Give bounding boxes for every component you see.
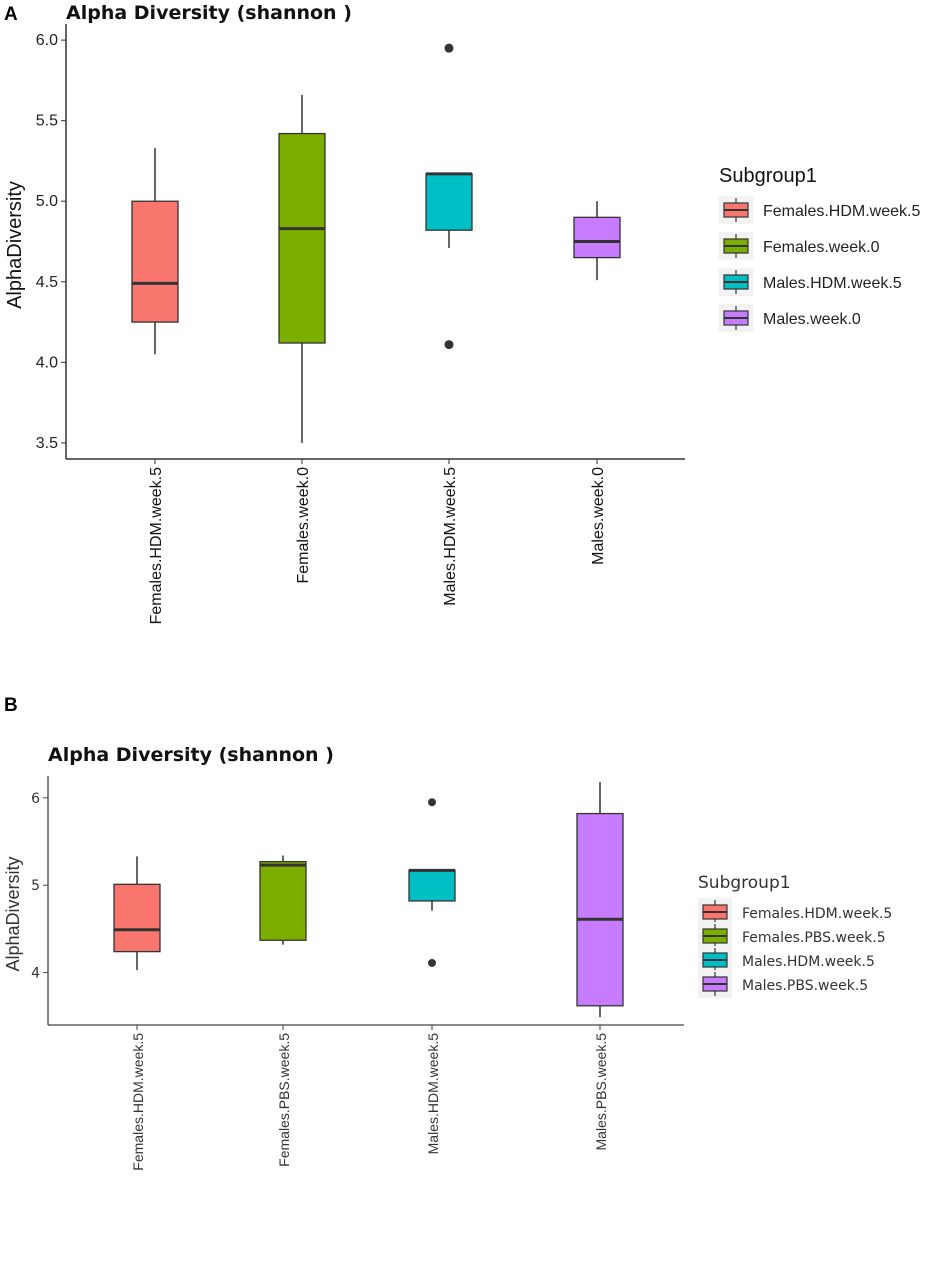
b-legend-item: Males.HDM.week.5 — [698, 946, 875, 974]
a-box-males-week-0 — [573, 201, 621, 281]
panel-b-boxes — [113, 782, 624, 1018]
panel-letter-b: B — [4, 695, 18, 716]
b-legend-label: Males.PBS.week.5 — [742, 978, 868, 994]
b-outlier-point — [428, 958, 436, 967]
b-box-males-pbs-week-5 — [576, 782, 624, 1018]
b-x-tick-label: Males.HDM.week.5 — [425, 1033, 441, 1155]
a-y-tick-label: 5.5 — [36, 113, 58, 130]
a-y-tick-label: 5.0 — [36, 193, 58, 210]
panel-a-y-ticks: 3.5 4.0 4.5 5.0 5.5 6.0 — [36, 32, 66, 452]
a-box-iqr — [425, 173, 473, 231]
a-box-males-hdm-week-5 — [425, 43, 473, 350]
a-legend-label: Females.HDM.week.5 — [763, 203, 920, 220]
panel-a-title: Alpha Diversity (shannon ) — [66, 2, 352, 24]
panel-letter-a: A — [4, 4, 18, 25]
b-legend-label: Females.HDM.week.5 — [742, 906, 892, 922]
a-legend-label: Males.HDM.week.5 — [763, 275, 902, 292]
b-box-iqr — [113, 883, 161, 953]
b-x-tick-label: Males.PBS.week.5 — [593, 1033, 609, 1151]
b-box-iqr — [576, 812, 624, 1007]
b-box-iqr — [259, 860, 307, 941]
a-outlier-point — [444, 340, 454, 350]
a-x-tick-label: Females.week.0 — [295, 467, 312, 584]
panel-a-y-axis-label: AlphaDiversity — [4, 181, 26, 309]
b-box-females-hdm-week-5 — [113, 856, 161, 970]
a-box-iqr — [131, 200, 179, 323]
panel-b-x-ticks: Females.HDM.week.5 Females.PBS.week.5 Male… — [130, 1025, 609, 1171]
panel-a-legend-title: Subgroup1 — [719, 165, 817, 187]
a-legend-item: Males.HDM.week.5 — [719, 268, 902, 296]
b-outlier-point — [428, 798, 436, 807]
panel-b-y-axis-label: AlphaDiversity — [3, 856, 23, 971]
a-legend-label: Males.week.0 — [763, 311, 861, 328]
a-x-tick-label: Males.HDM.week.5 — [442, 467, 459, 606]
a-legend-item: Females.week.0 — [719, 232, 880, 260]
panel-a-boxes — [131, 43, 621, 443]
panel-b-legend: Subgroup1 Females.HDM.week.5 Females.PBS.… — [698, 873, 892, 998]
a-legend-label: Females.week.0 — [763, 239, 880, 256]
b-legend-label: Males.HDM.week.5 — [742, 954, 875, 970]
panel-b-legend-title: Subgroup1 — [698, 873, 791, 893]
panel-a-axes — [65, 24, 685, 460]
a-box-iqr — [573, 216, 621, 259]
panel-a-x-ticks: Females.HDM.week.5 Females.week.0 Males.HD… — [148, 459, 607, 624]
a-x-tick-label: Females.HDM.week.5 — [148, 467, 165, 624]
a-y-tick-label: 4.0 — [36, 354, 58, 371]
panel-b-y-ticks: 4 5 6 — [31, 791, 48, 982]
panel-b-axes — [47, 776, 684, 1026]
a-y-tick-label: 4.5 — [36, 274, 58, 291]
panel-a-chart: Alpha Diversity (shannon ) AlphaDiversit… — [4, 2, 920, 624]
b-box-males-hdm-week-5 — [408, 798, 456, 967]
b-legend-item: Females.HDM.week.5 — [698, 898, 892, 926]
b-x-tick-label: Females.HDM.week.5 — [130, 1033, 146, 1171]
a-y-tick-label: 3.5 — [36, 435, 58, 452]
a-legend-item: Females.HDM.week.5 — [719, 196, 920, 224]
b-box-females-pbs-week-5 — [259, 855, 307, 945]
a-legend-item: Males.week.0 — [719, 304, 861, 332]
a-box-iqr — [278, 132, 326, 344]
a-box-females-hdm-week-5 — [131, 148, 179, 355]
b-y-tick-label: 4 — [31, 966, 40, 982]
panel-a-legend: Subgroup1 Females.HDM.week.5 Females.week… — [719, 165, 920, 332]
b-legend-label: Females.PBS.week.5 — [742, 930, 886, 946]
a-outlier-point — [444, 43, 454, 53]
b-y-tick-label: 6 — [31, 791, 40, 807]
b-y-tick-label: 5 — [31, 878, 40, 894]
b-x-tick-label: Females.PBS.week.5 — [276, 1033, 292, 1167]
b-legend-item: Females.PBS.week.5 — [698, 922, 886, 950]
a-box-females-week-0 — [278, 94, 326, 443]
a-x-tick-label: Males.week.0 — [590, 467, 607, 565]
panel-b-chart: Alpha Diversity (shannon ) AlphaDiversit… — [3, 744, 892, 1171]
panel-b-title: Alpha Diversity (shannon ) — [48, 744, 334, 766]
a-y-tick-label: 6.0 — [36, 32, 58, 49]
b-legend-item: Males.PBS.week.5 — [698, 970, 868, 998]
b-box-iqr — [408, 869, 456, 902]
